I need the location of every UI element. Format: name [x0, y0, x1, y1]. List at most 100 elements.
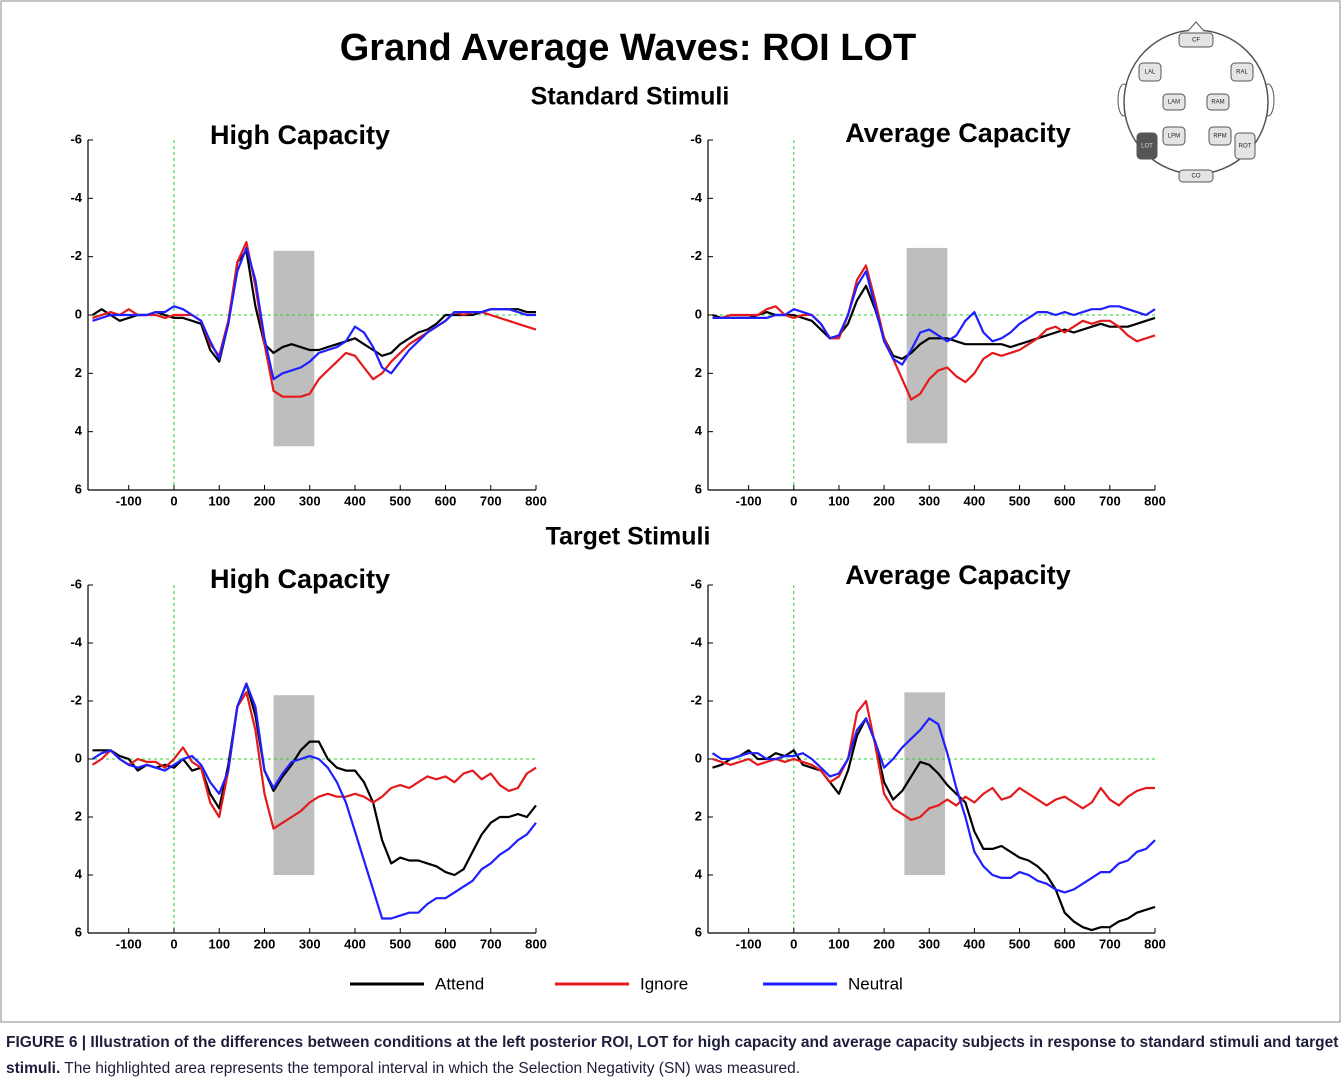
series-line: [712, 699, 1155, 821]
section-title: Target Stimuli: [546, 523, 711, 551]
y-tick-label: -4: [70, 190, 82, 205]
x-tick-label: 500: [1009, 493, 1031, 508]
y-tick-label: 2: [75, 365, 82, 380]
highlight-band: [904, 692, 946, 875]
highlight-band: [273, 695, 315, 875]
x-tick-label: -100: [116, 936, 142, 951]
roi-label: LAM: [1168, 100, 1180, 106]
y-tick-label: -4: [690, 190, 702, 205]
x-tick-label: 500: [1009, 936, 1031, 951]
x-tick-label: 700: [1099, 936, 1121, 951]
y-tick-label: -6: [70, 131, 82, 146]
nose: [1187, 21, 1205, 32]
chart-title: Average Capacity: [845, 118, 1071, 148]
roi-region: [1162, 126, 1186, 146]
y-tick-label: 0: [695, 750, 702, 765]
chart-title: Average Capacity: [845, 560, 1071, 590]
roi-region: [1178, 169, 1214, 183]
roi-region: [1136, 132, 1158, 160]
x-tick-label: 400: [964, 493, 986, 508]
y-tick-label: 2: [695, 365, 702, 380]
y-tick-label: -2: [690, 692, 702, 707]
roi-label: CO: [1192, 174, 1201, 180]
caption-text: The highlighted area represents the temp…: [64, 1060, 801, 1077]
chart-title: High Capacity: [210, 120, 390, 150]
x-tick-label: 700: [480, 493, 502, 508]
x-tick-label: 800: [1144, 493, 1166, 508]
series-line: [91, 682, 537, 920]
x-tick-label: 200: [254, 493, 276, 508]
roi-region: [1138, 62, 1162, 82]
x-tick-label: 100: [828, 936, 850, 951]
x-tick-label: 200: [873, 493, 895, 508]
x-tick-label: 700: [480, 936, 502, 951]
y-tick-label: -2: [690, 248, 702, 263]
figure-border: [0, 0, 1341, 1023]
y-tick-label: 0: [75, 306, 82, 321]
y-tick-label: -4: [70, 634, 82, 649]
roi-label: RAL: [1236, 70, 1248, 76]
legend-label: Attend: [435, 974, 484, 993]
x-tick-label: 300: [918, 493, 940, 508]
x-tick-label: 0: [790, 936, 797, 951]
y-tick-label: -4: [690, 634, 702, 649]
x-tick-label: 500: [389, 493, 411, 508]
roi-label: LOT: [1141, 144, 1153, 150]
y-tick-label: 0: [75, 750, 82, 765]
series-line: [91, 691, 537, 830]
chart-title: High Capacity: [210, 564, 390, 594]
y-tick-label: 2: [75, 808, 82, 823]
roi-label: ROT: [1239, 144, 1252, 150]
y-tick-label: 4: [75, 423, 83, 438]
x-tick-label: 600: [1054, 493, 1076, 508]
y-tick-label: 4: [75, 866, 83, 881]
roi-label: LPM: [1168, 134, 1180, 140]
series-line: [712, 270, 1156, 366]
x-tick-label: 200: [873, 936, 895, 951]
roi-region: [1230, 62, 1254, 82]
figure-title: Grand Average Waves: ROI LOT: [340, 27, 916, 69]
roi-label: RAM: [1211, 100, 1224, 106]
x-tick-label: 300: [299, 936, 321, 951]
roi-region: [1206, 93, 1230, 111]
x-tick-label: 200: [254, 936, 276, 951]
x-tick-label: 0: [790, 493, 797, 508]
x-tick-label: 0: [170, 936, 177, 951]
y-tick-label: -6: [690, 576, 702, 591]
y-tick-label: 6: [695, 481, 702, 496]
y-tick-label: -2: [70, 692, 82, 707]
x-tick-label: 100: [208, 493, 230, 508]
roi-region: [1208, 126, 1232, 146]
roi-region: [1162, 93, 1186, 111]
x-tick-label: 400: [344, 493, 366, 508]
y-tick-label: 6: [75, 924, 82, 939]
x-tick-label: 500: [389, 936, 411, 951]
section-title: Standard Stimuli: [531, 83, 730, 111]
x-tick-label: 800: [525, 493, 547, 508]
caption: FIGURE 6 | Illustration of the differenc…: [6, 1030, 1340, 1082]
x-tick-label: 400: [964, 936, 986, 951]
y-tick-label: -6: [70, 576, 82, 591]
legend-label: Neutral: [848, 974, 903, 993]
y-tick-label: 2: [695, 808, 702, 823]
x-tick-label: 100: [208, 936, 230, 951]
x-tick-label: -100: [116, 493, 142, 508]
roi-region: [1178, 32, 1214, 48]
series-line: [711, 717, 1156, 894]
x-tick-label: 300: [299, 493, 321, 508]
figure: Grand Average Waves: ROI LOT Standard St…: [0, 0, 1341, 1023]
x-tick-label: -100: [736, 936, 762, 951]
x-tick-label: 600: [1054, 936, 1076, 951]
x-tick-label: 600: [435, 936, 457, 951]
caption-bold: FIGURE 6 | Illustration of the differenc…: [6, 1034, 1339, 1077]
series-line: [92, 246, 536, 381]
x-tick-label: 400: [344, 936, 366, 951]
legend-label: Ignore: [640, 974, 688, 993]
y-tick-label: 0: [695, 306, 702, 321]
y-tick-label: 6: [75, 481, 82, 496]
y-tick-label: 6: [695, 924, 702, 939]
x-tick-label: 800: [1144, 936, 1166, 951]
y-tick-label: -6: [690, 131, 702, 146]
x-tick-label: 300: [918, 936, 940, 951]
